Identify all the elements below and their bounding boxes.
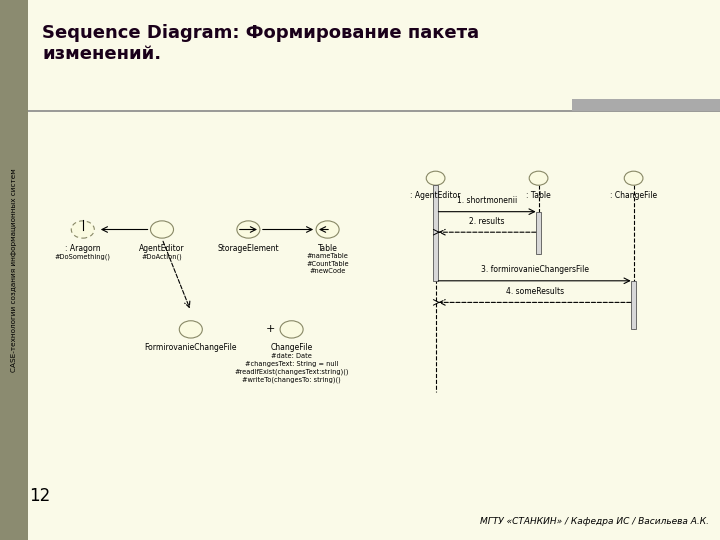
Text: #date: Date
#changesText: String = null
#readIfExist(changesText:string)()
#writ: #date: Date #changesText: String = null … — [234, 353, 349, 383]
Circle shape — [316, 221, 339, 238]
Circle shape — [529, 171, 548, 185]
Bar — [631, 281, 636, 329]
Circle shape — [237, 221, 260, 238]
Circle shape — [71, 221, 94, 238]
Text: Table: Table — [318, 244, 338, 253]
Text: 1. shortmonenii: 1. shortmonenii — [457, 196, 517, 205]
Text: StorageElement: StorageElement — [217, 244, 279, 253]
Text: 2. results: 2. results — [469, 217, 505, 226]
Text: 4. someResults: 4. someResults — [505, 287, 564, 296]
Circle shape — [426, 171, 445, 185]
Text: : Table: : Table — [526, 191, 551, 200]
Text: : AgentEditor: : AgentEditor — [410, 191, 461, 200]
Text: CASE-технологии создания информационных систем: CASE-технологии создания информационных … — [11, 168, 17, 372]
Text: : Aragorn: : Aragorn — [65, 244, 101, 253]
Circle shape — [280, 321, 303, 338]
Circle shape — [179, 321, 202, 338]
Circle shape — [624, 171, 643, 185]
Bar — [0, 0, 28, 540]
Text: AgentEditor: AgentEditor — [139, 244, 185, 253]
Text: #nameTable
#CountTable
#newCode: #nameTable #CountTable #newCode — [306, 253, 349, 274]
Bar — [536, 212, 541, 254]
Text: : ChangeFile: : ChangeFile — [610, 191, 657, 200]
Bar — [433, 185, 438, 281]
Text: +: + — [265, 325, 275, 334]
Text: МГТУ «СТАНКИН» / Кафедра ИС / Васильева А.К.: МГТУ «СТАНКИН» / Кафедра ИС / Васильева … — [480, 517, 709, 526]
Text: Sequence Diagram: Формирование пакета
изменений.: Sequence Diagram: Формирование пакета из… — [42, 24, 480, 63]
Text: ChangeFile: ChangeFile — [271, 343, 312, 353]
Text: 3. formirovanieChangersFile: 3. formirovanieChangersFile — [480, 265, 588, 274]
Text: #DoSomething(): #DoSomething() — [55, 253, 111, 260]
Bar — [572, 99, 720, 111]
Text: #DoAction(): #DoAction() — [142, 253, 182, 260]
Circle shape — [150, 221, 174, 238]
Text: FormirovanieChangeFile: FormirovanieChangeFile — [145, 343, 237, 353]
Text: 12: 12 — [29, 487, 50, 505]
